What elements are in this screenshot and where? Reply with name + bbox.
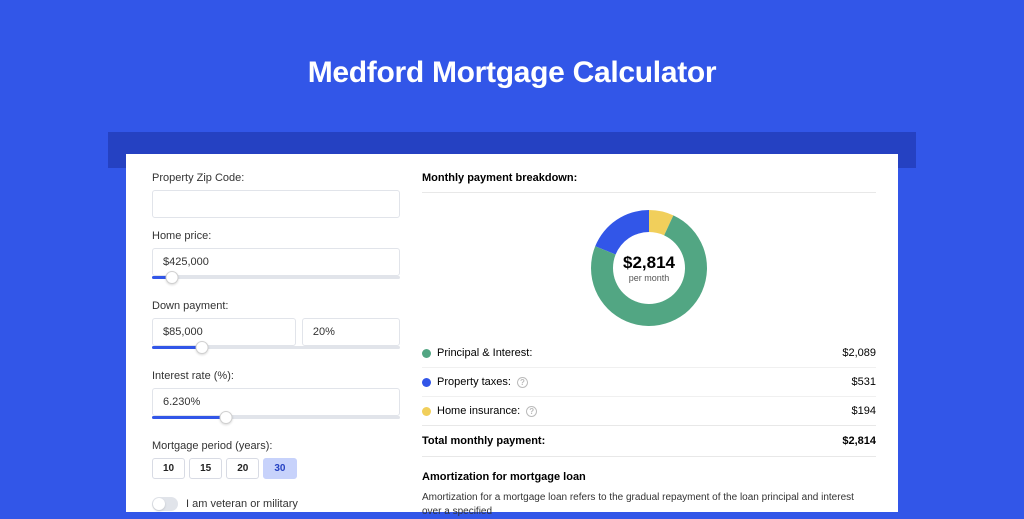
down-payment-amount-input[interactable] (152, 318, 296, 346)
breakdown-panel: Monthly payment breakdown: $2,814 per mo… (400, 172, 876, 512)
zip-input[interactable] (152, 190, 400, 218)
home-price-label: Home price: (152, 230, 400, 242)
home-price-slider[interactable] (152, 276, 400, 288)
donut-amount: $2,814 (623, 253, 675, 273)
donut-subtitle: per month (629, 273, 670, 283)
down-payment-label: Down payment: (152, 300, 400, 312)
veteran-toggle[interactable] (152, 497, 178, 511)
veteran-label: I am veteran or military (186, 498, 298, 510)
page-title: Medford Mortgage Calculator (0, 0, 1024, 90)
zip-label: Property Zip Code: (152, 172, 400, 184)
legend-label: Home insurance: (437, 405, 520, 417)
info-icon[interactable]: ? (526, 406, 537, 417)
total-row: Total monthly payment: $2,814 (422, 426, 876, 457)
period-label: Mortgage period (years): (152, 440, 400, 452)
legend-dot (422, 378, 431, 387)
interest-rate-label: Interest rate (%): (152, 370, 400, 382)
legend-value: $531 (852, 376, 876, 388)
period-pill-10[interactable]: 10 (152, 458, 185, 479)
period-pill-30[interactable]: 30 (263, 458, 296, 479)
legend-row-2: Home insurance:? $194 (422, 397, 876, 426)
info-icon[interactable]: ? (517, 377, 528, 388)
period-pill-15[interactable]: 15 (189, 458, 222, 479)
legend-label: Principal & Interest: (437, 347, 532, 359)
interest-rate-slider[interactable] (152, 416, 400, 428)
home-price-input[interactable] (152, 248, 400, 276)
amort-title: Amortization for mortgage loan (422, 471, 876, 483)
legend-value: $2,089 (842, 347, 876, 359)
interest-rate-input[interactable] (152, 388, 400, 416)
total-value: $2,814 (842, 435, 876, 447)
period-pills: 10152030 (152, 458, 400, 479)
legend-row-0: Principal & Interest: $2,089 (422, 339, 876, 368)
breakdown-title: Monthly payment breakdown: (422, 172, 876, 193)
donut-chart: $2,814 per month (422, 203, 876, 339)
amort-text: Amortization for a mortgage loan refers … (422, 491, 876, 519)
down-payment-slider[interactable] (152, 346, 400, 358)
down-payment-percent-input[interactable] (302, 318, 400, 346)
legend-dot (422, 349, 431, 358)
total-label: Total monthly payment: (422, 435, 545, 447)
legend-row-1: Property taxes:? $531 (422, 368, 876, 397)
legend-label: Property taxes: (437, 376, 511, 388)
calculator-card: Property Zip Code: Home price: Down paym… (126, 154, 898, 512)
legend-value: $194 (852, 405, 876, 417)
legend-dot (422, 407, 431, 416)
form-panel: Property Zip Code: Home price: Down paym… (152, 172, 400, 512)
period-pill-20[interactable]: 20 (226, 458, 259, 479)
